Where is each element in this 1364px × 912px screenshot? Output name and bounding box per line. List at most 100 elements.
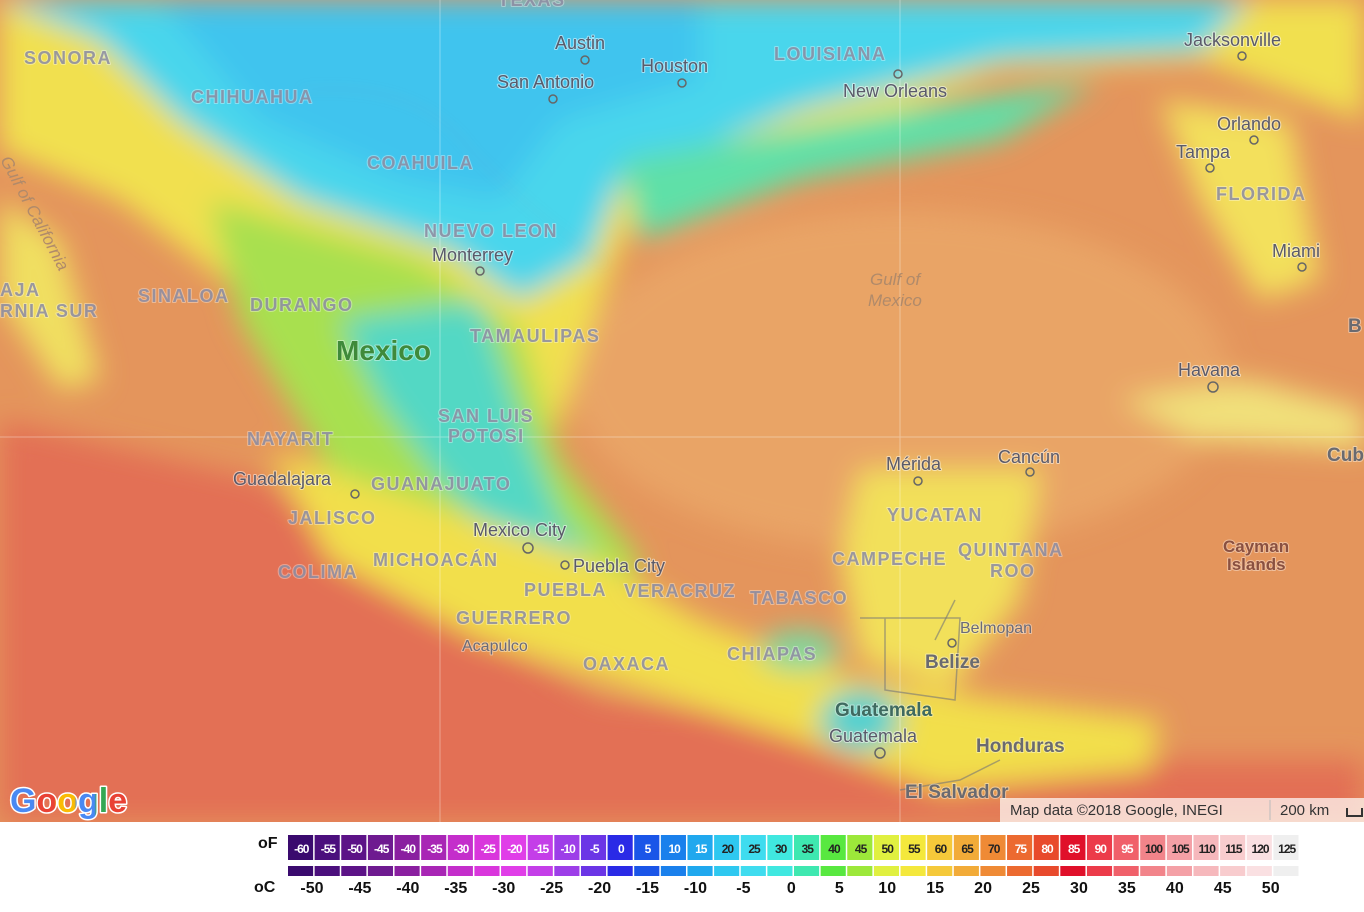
svg-text:Monterrey: Monterrey <box>432 245 513 265</box>
svg-text:Cancún: Cancún <box>998 447 1060 467</box>
svg-text:Gulf of: Gulf of <box>870 270 922 289</box>
legend-c-label: -45 <box>348 880 371 897</box>
scale-bar <box>1346 808 1363 817</box>
svg-text:LOUISIANA: LOUISIANA <box>774 44 887 64</box>
legend-c-swatch <box>1220 866 1246 876</box>
legend-c-label: -10 <box>684 880 707 897</box>
legend-swatch <box>634 835 660 860</box>
legend-swatch <box>740 835 766 860</box>
legend-f-label: -10 <box>560 842 576 856</box>
legend-swatch <box>873 835 900 860</box>
legend-f-label: 25 <box>748 842 761 856</box>
svg-text:FLORIDA: FLORIDA <box>1216 184 1307 204</box>
legend-swatch <box>1113 835 1139 860</box>
legend-f-label: -25 <box>481 842 497 856</box>
legend-swatch <box>953 835 979 860</box>
legend-swatch <box>474 835 500 860</box>
legend-c-swatch <box>767 866 793 876</box>
svg-text:GUANAJUATO: GUANAJUATO <box>371 474 511 494</box>
svg-text:Havana: Havana <box>1178 360 1241 380</box>
legend-f-label: 60 <box>935 842 948 856</box>
legend-swatch <box>1220 835 1246 860</box>
legend-swatch <box>660 835 686 860</box>
legend-c-label: -35 <box>444 880 467 897</box>
legend-c-swatch <box>740 866 766 876</box>
legend-swatch <box>794 835 820 860</box>
legend-f-label: 85 <box>1068 842 1081 856</box>
legend-c-label: 45 <box>1214 880 1232 897</box>
google-logo: Google <box>10 782 127 820</box>
legend-swatch <box>501 835 527 860</box>
legend-f-label: -40 <box>401 842 417 856</box>
legend-f-label: 70 <box>988 842 1001 856</box>
svg-text:TEXAS: TEXAS <box>498 0 566 10</box>
legend-f-label: 65 <box>961 842 974 856</box>
svg-text:San Antonio: San Antonio <box>497 72 594 92</box>
legend-f-label: 0 <box>618 842 625 856</box>
legend-swatch <box>341 835 367 860</box>
svg-text:PUEBLA: PUEBLA <box>524 580 607 600</box>
legend-f-label: -5 <box>590 842 600 856</box>
legend-c-swatch <box>501 866 527 876</box>
svg-text:TAMAULIPAS: TAMAULIPAS <box>470 326 600 346</box>
legend-c-swatch <box>1193 866 1219 876</box>
legend-f-label: 50 <box>882 842 895 856</box>
legend-f-label: 10 <box>668 842 681 856</box>
legend-f-label: -35 <box>427 842 443 856</box>
legend-c-swatch <box>474 866 500 876</box>
legend-c-label: -40 <box>396 880 419 897</box>
svg-text:Mérida: Mérida <box>886 454 942 474</box>
svg-text:COAHUILA: COAHUILA <box>367 153 474 173</box>
legend-f-label: -55 <box>321 842 337 856</box>
legend-f-label: 100 <box>1145 842 1163 856</box>
legend-f-label: 120 <box>1252 842 1270 856</box>
legend-c-swatch <box>900 866 926 876</box>
legend-swatch <box>1007 835 1033 860</box>
svg-text:RNIA SUR: RNIA SUR <box>0 301 98 321</box>
legend-c-swatch <box>1113 866 1139 876</box>
legend-swatch <box>1086 835 1113 860</box>
legend-c-swatch <box>714 866 740 876</box>
legend-swatch <box>1060 835 1086 860</box>
legend-f-label: 125 <box>1278 842 1296 856</box>
legend-c-swatch <box>1007 866 1033 876</box>
legend-f-unit: oF <box>258 835 278 852</box>
legend-swatch <box>820 835 846 860</box>
legend-swatch <box>980 835 1006 860</box>
legend-c-swatch <box>873 866 900 876</box>
legend-c-swatch <box>634 866 660 876</box>
legend-swatch <box>1033 835 1059 860</box>
attribution[interactable]: Map data ©2018 Google, INEGI <box>1010 802 1223 819</box>
legend-f-label: -60 <box>294 842 310 856</box>
svg-text:Cayman: Cayman <box>1223 537 1289 556</box>
legend-c-swatch <box>1246 866 1272 876</box>
legend-f-label: 80 <box>1041 842 1054 856</box>
map-background <box>0 0 1364 822</box>
legend-c-label: 5 <box>835 880 844 897</box>
svg-text:New Orleans: New Orleans <box>843 81 947 101</box>
legend-c-swatch <box>367 866 394 876</box>
legend-swatch <box>607 835 633 860</box>
legend-f-label: -30 <box>454 842 470 856</box>
legend-f-label: -50 <box>347 842 363 856</box>
svg-text:DURANGO: DURANGO <box>250 295 354 315</box>
legend-f-label: 110 <box>1199 842 1217 856</box>
legend-f-label: 15 <box>695 842 708 856</box>
legend-f-label: 90 <box>1095 842 1108 856</box>
svg-text:Honduras: Honduras <box>976 736 1065 757</box>
svg-text:NUEVO LEON: NUEVO LEON <box>424 221 558 241</box>
legend-c-swatch <box>847 866 873 876</box>
legend-f-label: 105 <box>1172 842 1190 856</box>
legend-c-label: 35 <box>1118 880 1136 897</box>
legend-swatch <box>847 835 873 860</box>
svg-text:Austin: Austin <box>555 33 605 53</box>
svg-text:Islands: Islands <box>1227 555 1286 574</box>
legend-swatch <box>927 835 953 860</box>
svg-text:Miami: Miami <box>1272 241 1320 261</box>
legend-c-swatch <box>607 866 633 876</box>
legend-swatch <box>1193 835 1219 860</box>
legend-f-label: 20 <box>722 842 735 856</box>
legend-c-label: 0 <box>787 880 796 897</box>
svg-text:NAYARIT: NAYARIT <box>247 429 334 449</box>
svg-text:Belize: Belize <box>925 652 980 673</box>
